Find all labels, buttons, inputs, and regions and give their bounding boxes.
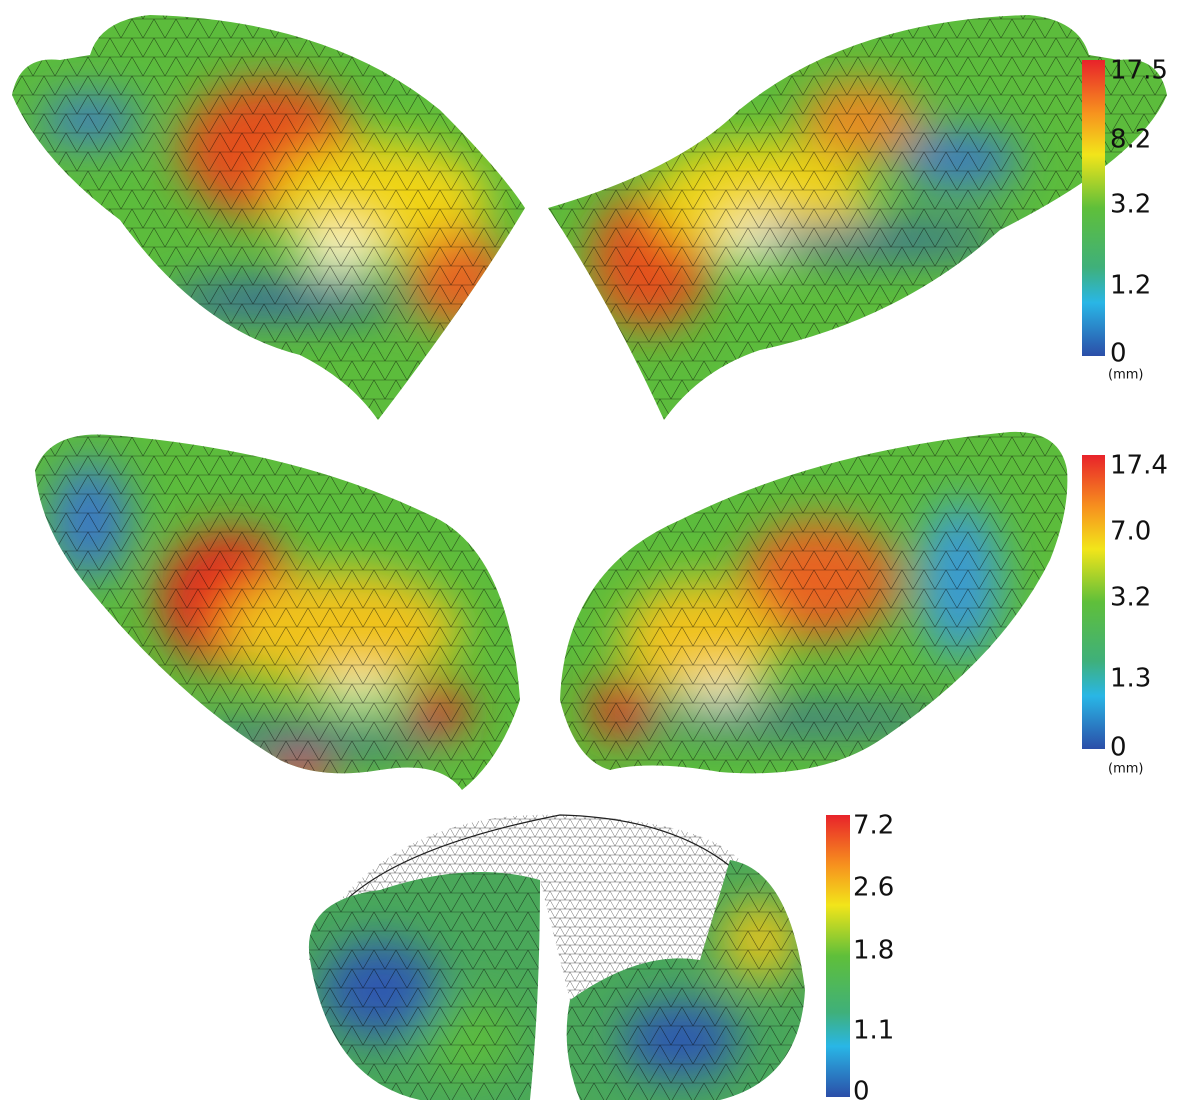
colorbar <box>1082 60 1105 356</box>
colorbar-tick-label: 3.2 <box>1110 190 1151 220</box>
colorbar-tick-label: 17.4 <box>1110 451 1168 481</box>
wireframe <box>340 814 740 1000</box>
colorbar-tick-label: 8.2 <box>1110 125 1151 155</box>
colorbar-tick-label: 3.2 <box>1110 583 1151 613</box>
colorbar-tick-label: 2.6 <box>853 873 894 903</box>
colorbar-tick-label: 1.2 <box>1110 271 1151 301</box>
colorbar-unit: (mm) <box>1108 762 1143 777</box>
heatmap-surface <box>560 431 1068 774</box>
colorbar <box>1082 455 1105 749</box>
colorbar-tick-label: 1.8 <box>853 936 894 966</box>
heatmap-surface <box>12 15 525 420</box>
colorbar-tick-label: 17.5 <box>1110 56 1168 86</box>
colorbar-tick-label: 0 <box>853 1077 870 1106</box>
colorbar-tick-label: 7.2 <box>853 811 894 841</box>
colorbar-tick-label: 1.1 <box>853 1016 894 1046</box>
colorbar-tick-label: 0 <box>1110 733 1127 763</box>
colorbar-tick-label: 7.0 <box>1110 517 1151 547</box>
colorbar-tick-label: 1.3 <box>1110 664 1151 694</box>
colorbar-tick-label: 0 <box>1110 339 1127 369</box>
colorbar <box>826 815 850 1097</box>
colorbar-unit: (mm) <box>1108 368 1143 383</box>
heatmap-surface <box>35 434 520 790</box>
